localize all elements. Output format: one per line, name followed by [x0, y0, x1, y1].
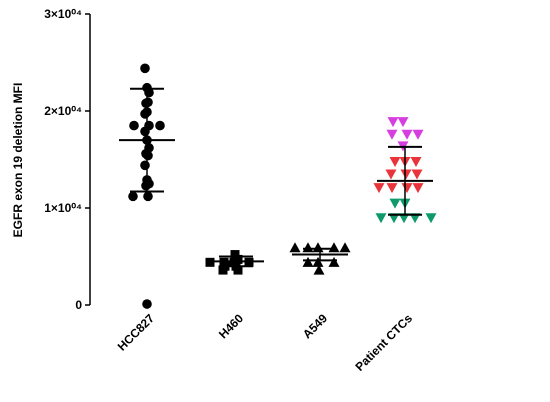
data-point — [412, 129, 424, 140]
data-point — [312, 242, 324, 253]
data-point — [425, 213, 437, 224]
data-point — [389, 198, 401, 209]
data-point — [401, 183, 413, 194]
data-point — [140, 63, 150, 74]
data-point — [313, 264, 325, 275]
data-point — [141, 180, 151, 191]
y-tick-label: 1×10⁰⁴ — [44, 201, 82, 215]
data-point — [233, 265, 243, 275]
data-point — [143, 150, 153, 161]
data-point — [129, 120, 139, 131]
data-point — [140, 126, 150, 137]
data-point — [155, 120, 165, 131]
x-tick-label: A549 — [300, 311, 330, 341]
data-point — [412, 183, 424, 194]
data-point — [328, 242, 340, 253]
data-point — [387, 117, 399, 128]
data-point — [143, 191, 153, 202]
data-point — [233, 254, 243, 264]
data-point — [312, 256, 324, 267]
data-point — [389, 156, 401, 167]
data-point — [410, 156, 422, 167]
data-point — [302, 256, 314, 267]
data-point — [328, 256, 340, 267]
y-tick-label: 3×10⁰⁴ — [44, 7, 82, 21]
data-point — [128, 191, 138, 202]
x-tick-label: HCC827 — [115, 311, 158, 354]
data-point — [386, 129, 398, 140]
y-tick-label: 2×10⁰⁴ — [44, 104, 82, 118]
data-point — [142, 299, 152, 309]
y-axis-label: EGFR exon 19 deletion MFI — [11, 83, 25, 238]
data-point — [140, 160, 150, 171]
data-point — [401, 129, 413, 140]
data-point — [400, 169, 412, 180]
data-point — [339, 242, 351, 253]
data-point — [386, 183, 398, 194]
x-tick-label: Patient CTCs — [352, 311, 415, 374]
data-point — [375, 213, 387, 224]
y-tick-label: 0 — [75, 298, 82, 312]
data-point — [397, 117, 409, 128]
data-point — [289, 242, 301, 253]
data-point — [373, 183, 385, 194]
data-point — [411, 169, 423, 180]
data-point — [385, 169, 397, 180]
data-point — [143, 97, 153, 108]
data-point — [302, 242, 314, 253]
x-tick-label: H460 — [216, 311, 246, 341]
data-point — [230, 250, 240, 260]
